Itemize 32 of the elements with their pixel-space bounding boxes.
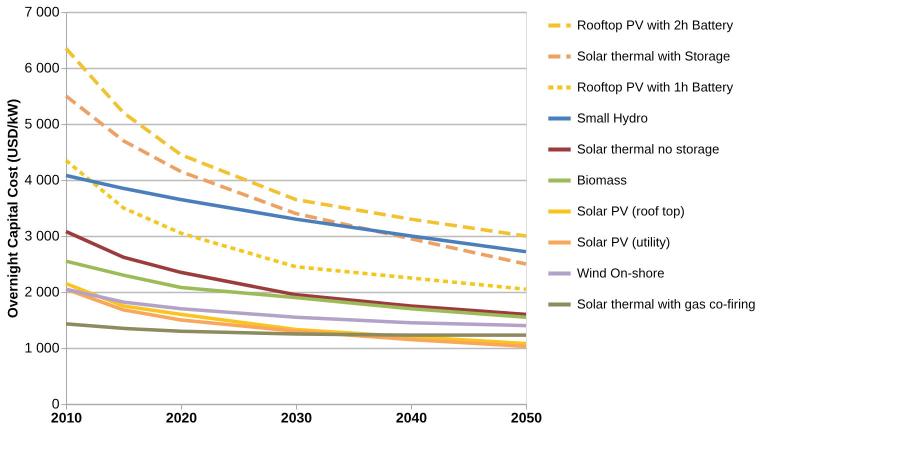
legend-label: Small Hydro <box>577 110 648 126</box>
legend-label: Solar thermal with gas co-firing <box>577 296 756 312</box>
legend-label: Solar PV (utility) <box>577 234 670 250</box>
legend-label: Rooftop PV with 1h Battery <box>577 80 734 94</box>
legend-label: Solar thermal with Storage <box>577 48 730 64</box>
x-tick-label: 2020 <box>166 410 198 426</box>
line-series <box>64 322 528 337</box>
y-tick-label: 3 000 <box>24 228 60 244</box>
line-series <box>64 46 528 238</box>
legend-label: Wind On-shore <box>577 266 664 280</box>
y-tick-label: 6 000 <box>24 60 60 76</box>
x-tick-label: 2010 <box>50 410 82 426</box>
y-tick-label: 2 000 <box>24 284 60 300</box>
legend-label: Biomass <box>577 172 628 188</box>
line-series <box>64 230 528 316</box>
y-tick-label: 0 <box>52 396 60 412</box>
line-series <box>64 174 528 254</box>
x-tick-label: 2050 <box>510 410 542 426</box>
y-tick-label: 4 000 <box>24 172 60 188</box>
line-series <box>64 94 528 266</box>
y-axis-title: Overnight Capital Cost (USD/kW) <box>4 98 20 318</box>
y-tick-label: 1 000 <box>24 340 60 356</box>
legend-label: Rooftop PV with 2h Battery <box>577 18 734 32</box>
x-tick-label: 2040 <box>396 410 428 426</box>
line-series <box>64 259 528 319</box>
line-series <box>64 158 528 291</box>
y-tick-label: 7 000 <box>24 4 60 20</box>
legend-label: Solar thermal no storage <box>577 142 720 156</box>
y-tick-label: 5 000 <box>24 116 60 132</box>
line-series <box>64 287 528 328</box>
x-tick-label: 2030 <box>280 410 312 426</box>
legend-label: Solar PV (roof top) <box>577 204 685 218</box>
